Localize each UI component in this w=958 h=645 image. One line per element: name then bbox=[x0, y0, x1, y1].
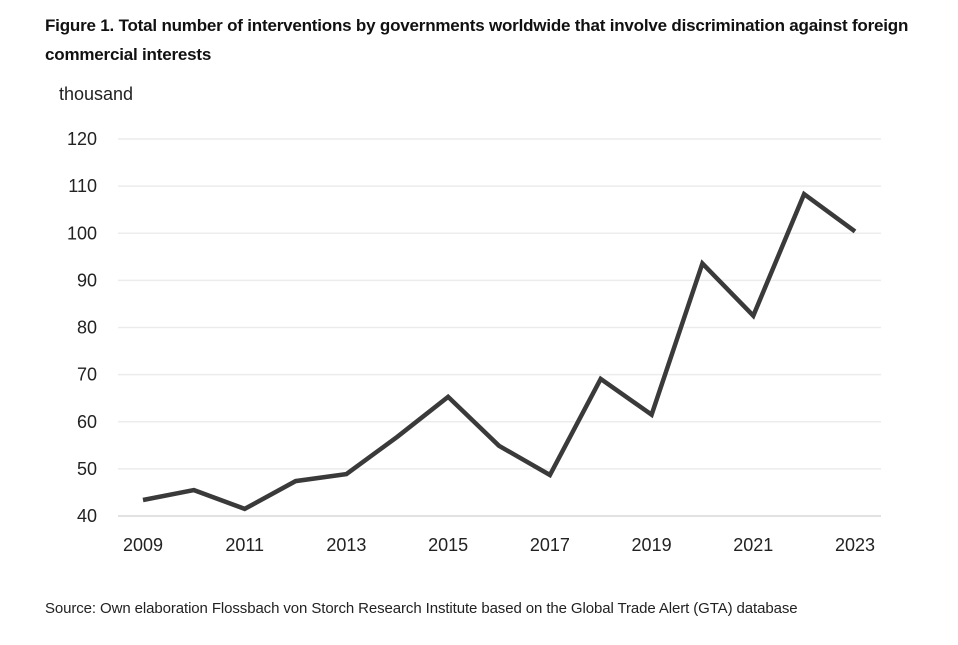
x-tick-label: 2017 bbox=[530, 535, 570, 555]
y-tick-label: 120 bbox=[67, 129, 97, 149]
x-tick-label: 2015 bbox=[428, 535, 468, 555]
y-tick-label: 40 bbox=[77, 506, 97, 526]
x-tick-label: 2013 bbox=[326, 535, 366, 555]
y-tick-label: 100 bbox=[67, 223, 97, 243]
x-tick-label: 2019 bbox=[632, 535, 672, 555]
x-tick-label: 2021 bbox=[733, 535, 773, 555]
y-tick-label: 110 bbox=[68, 176, 97, 196]
y-tick-label: 50 bbox=[77, 459, 97, 479]
chart-title: Figure 1. Total number of interventions … bbox=[45, 16, 909, 64]
y-tick-label: 70 bbox=[77, 365, 97, 385]
x-tick-label: 2023 bbox=[835, 535, 875, 555]
y-tick-label: 60 bbox=[77, 412, 97, 432]
x-tick-label: 2011 bbox=[225, 535, 264, 555]
source-note: Source: Own elaboration Flossbach von St… bbox=[45, 600, 798, 617]
x-tick-label: 2009 bbox=[123, 535, 163, 555]
y-axis-unit-label: thousand bbox=[59, 84, 134, 104]
series-group bbox=[142, 190, 857, 512]
series-line bbox=[142, 190, 857, 512]
x-axis-ticks: 2009 2011 2013 2015 2017 2019 2021 2023 bbox=[123, 535, 875, 555]
gridlines bbox=[118, 138, 881, 517]
y-tick-label: 80 bbox=[77, 318, 97, 338]
y-axis-ticks: 40 50 60 70 80 90 100 110 120 bbox=[67, 129, 97, 526]
y-tick-label: 90 bbox=[77, 270, 97, 290]
